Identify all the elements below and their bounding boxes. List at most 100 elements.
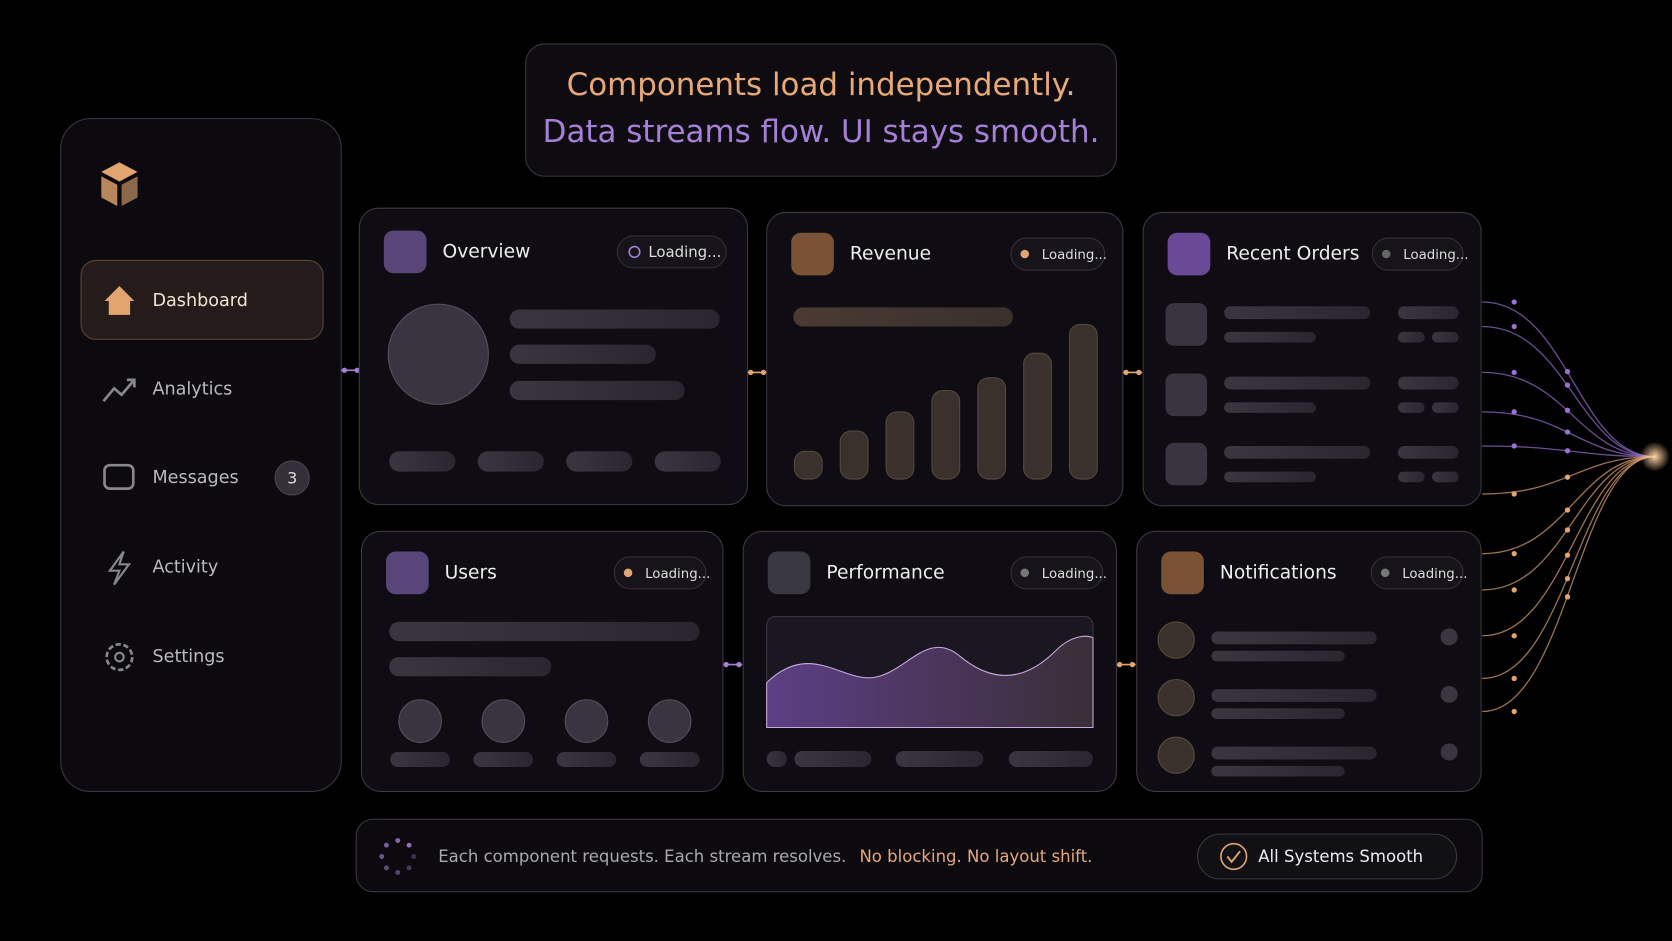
status-dot [1020, 249, 1030, 259]
card-frame [1142, 211, 1482, 507]
flow-line [1482, 455, 1655, 591]
skeleton [509, 344, 656, 364]
flow-dot [1564, 552, 1571, 558]
card-title: Notifications [1220, 562, 1337, 583]
card-icon [383, 230, 427, 274]
skeleton [1157, 736, 1195, 774]
badge [274, 460, 310, 496]
card-icon [386, 551, 429, 595]
spinner [379, 838, 417, 875]
nav-item[interactable]: Activity [152, 558, 218, 578]
flow-line [1482, 411, 1655, 458]
spinner-dot [383, 842, 389, 848]
flow-line [1482, 455, 1655, 555]
card: Revenue Loading... [766, 211, 1124, 507]
footer-highlight: No blocking. No layout shift. [859, 847, 1092, 866]
connector-dot [1123, 369, 1129, 376]
status-pill [1010, 556, 1104, 590]
skeleton [1165, 303, 1208, 346]
skeleton-wave [766, 635, 1094, 729]
icon-activity [107, 550, 132, 586]
card-title: Users [445, 562, 497, 583]
skeleton [556, 752, 617, 767]
card-title: Overview [443, 241, 531, 262]
skeleton [481, 699, 526, 743]
connector-dot [748, 369, 754, 376]
footer-status: All Systems Smooth [1258, 847, 1423, 866]
skeleton [766, 750, 787, 767]
skeleton [1432, 471, 1459, 483]
status-dot [1020, 568, 1030, 578]
skeleton [1211, 650, 1345, 662]
spinner-dot [406, 865, 412, 871]
skeleton [477, 451, 544, 472]
skeleton [473, 752, 534, 767]
skeleton [1165, 442, 1208, 486]
skeleton [1224, 471, 1316, 483]
skeleton [387, 303, 489, 405]
flow-line [1482, 371, 1655, 458]
card-title: Recent Orders [1226, 244, 1359, 265]
skeleton [509, 380, 685, 401]
skeleton [1397, 402, 1425, 413]
icon-messages [103, 463, 135, 490]
flow-dot [1511, 675, 1517, 682]
flow-dot [1564, 594, 1571, 600]
skeleton [1224, 306, 1371, 320]
status-dot [628, 245, 641, 259]
flow-line [1482, 455, 1655, 680]
skeleton [389, 657, 552, 677]
skeleton [895, 750, 984, 767]
card-icon [1161, 551, 1204, 595]
status-pill [1370, 556, 1464, 590]
flow-dot [1564, 575, 1571, 582]
status-text: Loading... [1042, 248, 1107, 263]
skeleton [1157, 621, 1195, 659]
skeleton-column [931, 389, 961, 480]
skeleton [1211, 765, 1345, 777]
connector-dot [1129, 661, 1136, 668]
nav-item[interactable]: Dashboard [152, 291, 247, 311]
flow-dot [1511, 491, 1517, 497]
skeleton-dot [1440, 628, 1458, 646]
nav-item[interactable]: Settings [152, 647, 224, 667]
status-dot [1381, 249, 1391, 259]
connector-dot [736, 661, 742, 668]
skeleton [389, 621, 700, 642]
sidebar [60, 118, 342, 792]
connector-dot [354, 367, 360, 373]
flow-dot [1511, 633, 1517, 639]
skeleton [566, 451, 633, 472]
flow-line [1482, 445, 1655, 458]
flow-dot [1511, 369, 1517, 376]
spinner-dot [395, 838, 401, 843]
flow-dot [1564, 474, 1571, 480]
skeleton [654, 451, 721, 472]
header-box [525, 43, 1117, 177]
status-text: Loading... [1402, 567, 1467, 582]
skeleton [1397, 376, 1459, 390]
nav-item[interactable]: Analytics [152, 379, 232, 399]
flow-dot [1511, 323, 1517, 330]
flow-dot [1564, 368, 1571, 375]
footer-bar [355, 818, 1483, 893]
flow-dot [1511, 551, 1517, 557]
flow-dot [1511, 443, 1517, 449]
skeleton [564, 699, 609, 743]
nav-item[interactable]: Messages [152, 468, 238, 488]
skeleton [1397, 445, 1459, 459]
header-line: Data streams flow. UI stays smooth. [543, 114, 1100, 150]
spinner-dot [395, 870, 401, 875]
card-icon [791, 232, 834, 276]
skeleton-column [1023, 352, 1052, 480]
status-pill [1196, 833, 1458, 880]
skeleton-column [839, 430, 869, 480]
badge-count: 3 [287, 469, 297, 488]
flow-line [1482, 325, 1655, 458]
skeleton [647, 699, 692, 743]
skeleton [390, 752, 450, 767]
spinner-dot [383, 865, 389, 871]
icon-settings [105, 642, 134, 672]
skeleton [1008, 750, 1093, 767]
